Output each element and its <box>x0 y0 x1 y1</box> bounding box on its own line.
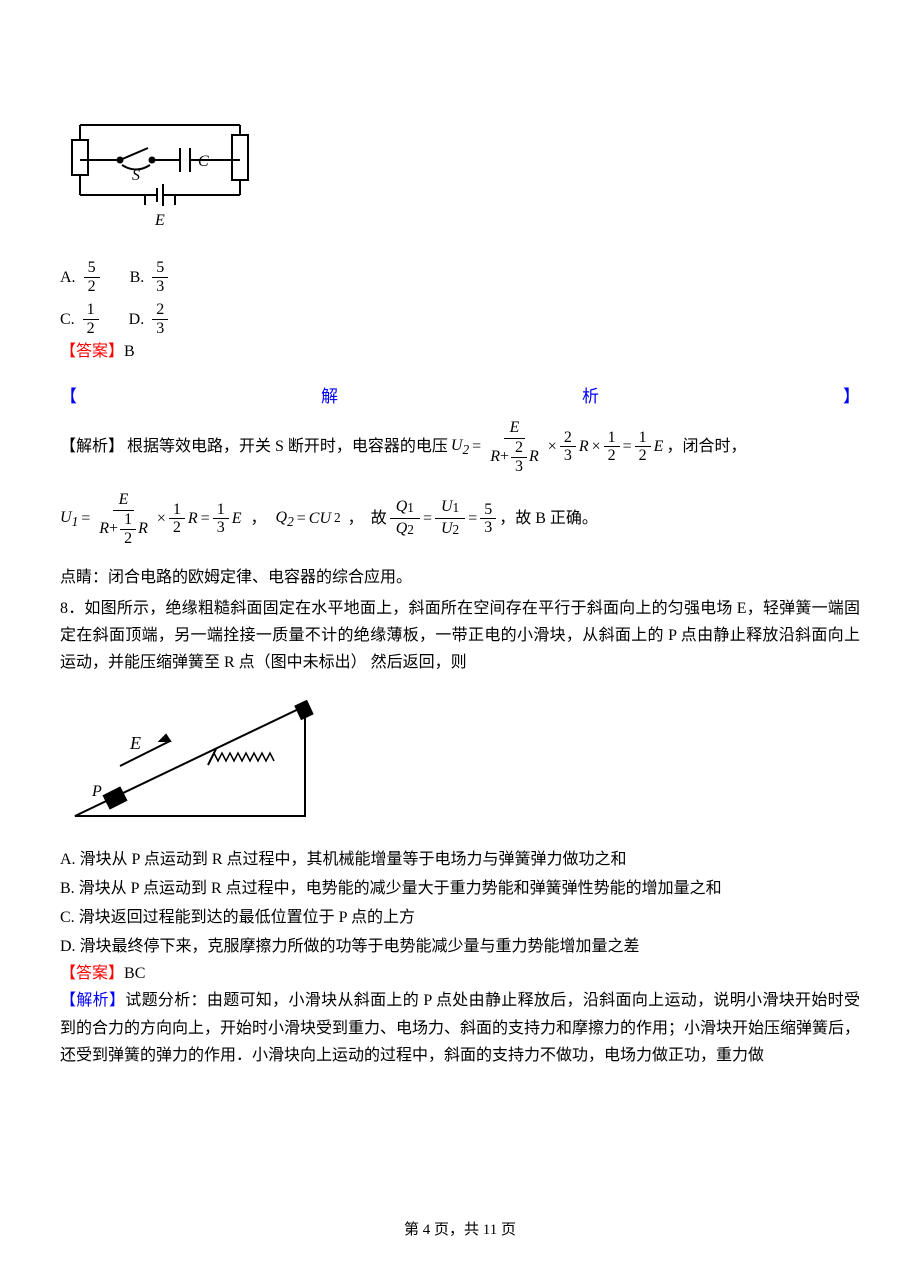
option-a-frac: 5 2 <box>84 259 100 295</box>
option-b-frac: 5 3 <box>152 259 168 295</box>
options-row-1: A. 5 2 B. 5 3 <box>60 259 860 295</box>
answer-q8: 【答案】BC <box>60 960 860 987</box>
analysis-q7-line1: 【解析】 根据等效电路，开关 S 断开时，电容器的电压 U2 = E R + 2… <box>60 418 860 476</box>
analysis-close: 】 <box>843 383 860 412</box>
answer-q7-text: B <box>124 343 135 360</box>
u2-sym: U2 <box>451 432 469 462</box>
option-c-frac: 1 2 <box>83 301 99 337</box>
frac-u1u2: U1 U2 <box>435 497 465 540</box>
q8-option-b: B. 滑块从 P 点运动到 R 点过程中，电势能的减少量大于重力势能和弹簧弹性势… <box>60 875 860 902</box>
analysis-q7-line2: U1 = E R + 12 R × 12 R = 13 E ， Q2 = CU2… <box>60 490 860 548</box>
analysis-q8: 【解析】试题分析：由题可知，小滑块从斜面上的 P 点处由静止释放后，沿斜面向上运… <box>60 987 860 1069</box>
circuit-label-e: E <box>154 212 165 229</box>
option-d-label: D. <box>129 306 145 333</box>
circuit-diagram: S C E <box>60 110 860 249</box>
analysis-word2: 析 <box>582 383 599 412</box>
analysis-header: 【 解 析 】 <box>60 383 860 412</box>
analysis-q7-tail1: ，闭合时， <box>666 433 746 460</box>
analysis-q8-body: 试题分析：由题可知，小滑块从斜面上的 P 点处由静止释放后，沿斜面向上运动，说明… <box>60 992 860 1063</box>
options-row-2: C. 1 2 D. 2 3 <box>60 301 860 337</box>
option-c-label: C. <box>60 306 75 333</box>
frac-e-over2: E R + 12 R <box>93 490 154 548</box>
q8-stem-text: 如图所示，绝缘粗糙斜面固定在水平地面上，斜面所在空间存在平行于斜面向上的匀强电场… <box>60 600 860 671</box>
answer-q7: 【答案】B <box>60 338 860 365</box>
option-b-label: B. <box>130 264 145 291</box>
option-b: B. 5 3 <box>130 259 169 295</box>
option-d-frac: 2 3 <box>152 301 168 337</box>
analysis-open: 【 <box>60 383 77 412</box>
q8-option-d: D. 滑块最终停下来，克服摩擦力所做的功等于电势能减少量与重力势能增加量之差 <box>60 933 860 960</box>
q8-stem: 8．如图所示，绝缘粗糙斜面固定在水平地面上，斜面所在空间存在平行于斜面向上的匀强… <box>60 595 860 677</box>
pager: 第 4 页，共 11 页 <box>0 1218 920 1244</box>
answer-q7-label: 【答案】 <box>60 343 124 360</box>
option-d: D. 2 3 <box>129 301 169 337</box>
frac-q1q2: Q1 Q2 <box>390 497 420 540</box>
incline-label-p: P <box>91 783 102 800</box>
option-c: C. 1 2 <box>60 301 99 337</box>
circuit-label-c: C <box>198 153 209 170</box>
page-container: S C E A. 5 2 B. 5 3 C. 1 2 <box>0 0 920 1273</box>
analysis-q7-prefix: 【解析】 <box>60 433 124 460</box>
option-a-label: A. <box>60 264 76 291</box>
analysis-word1: 解 <box>321 383 338 412</box>
analysis-q8-prefix: 【解析】 <box>60 992 125 1009</box>
q8-option-c: C. 滑块返回过程能到达的最低位置位于 P 点的上方 <box>60 904 860 931</box>
analysis-q7-tail2: ，故 B 正确。 <box>499 505 598 532</box>
incline-diagram: E P <box>60 691 860 835</box>
analysis-q7-text1: 根据等效电路，开关 S 断开时，电容器的电压 <box>127 433 448 460</box>
incline-label-e: E <box>129 733 141 753</box>
answer-q8-text: BC <box>124 965 145 982</box>
frac-e-over: E R + 23 R <box>484 418 545 476</box>
dianjing: 点睛：闭合电路的欧姆定律、电容器的综合应用。 <box>60 564 860 591</box>
q8-option-a: A. 滑块从 P 点运动到 R 点过程中，其机械能增量等于电场力与弹簧弹力做功之… <box>60 846 860 873</box>
q8-num: 8． <box>60 600 84 617</box>
option-a: A. 5 2 <box>60 259 100 295</box>
circuit-label-s: S <box>132 167 140 184</box>
answer-q8-label: 【答案】 <box>60 965 124 982</box>
